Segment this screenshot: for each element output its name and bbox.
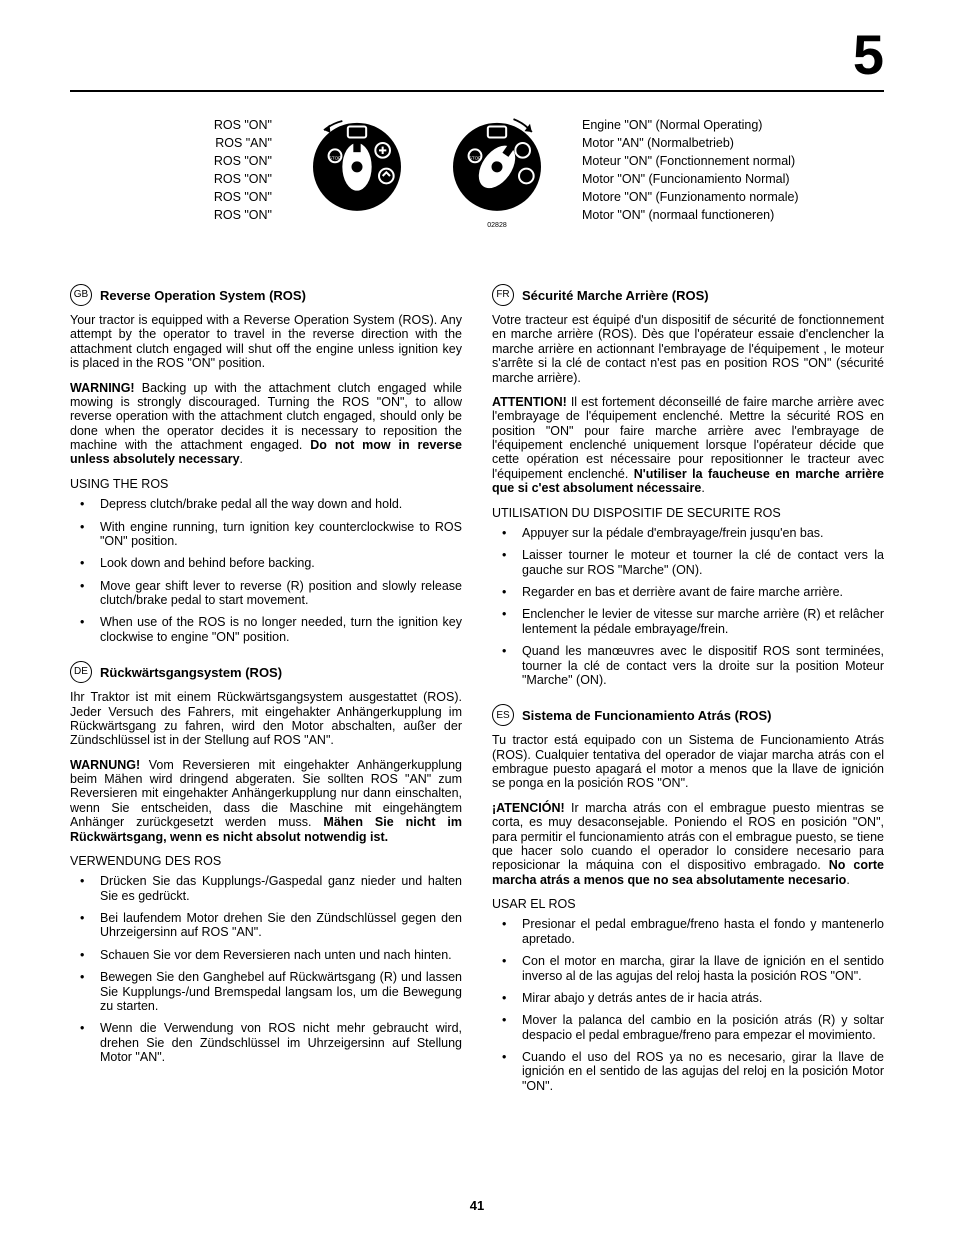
warning-label: WARNUNG! bbox=[70, 758, 140, 772]
top-rule bbox=[70, 90, 884, 92]
engine-label: Motor "ON" (normaal functioneren) bbox=[582, 206, 842, 224]
bullet-item: Wenn die Verwendung von ROS nicht mehr g… bbox=[70, 1021, 462, 1064]
ros-label: ROS "ON" bbox=[112, 170, 272, 188]
bullet-item: Regarder en bas et derrière avant de fai… bbox=[492, 585, 884, 599]
chapter-number: 5 bbox=[853, 22, 884, 87]
bullet-item: When use of the ROS is no longer needed,… bbox=[70, 615, 462, 644]
warning-label: ¡ATENCIÓN! bbox=[492, 801, 565, 815]
lang-badge-de: DE bbox=[70, 661, 92, 683]
subheading: USING THE ROS bbox=[70, 477, 462, 491]
bullet-list: Drücken Sie das Kupplungs-/Gaspedal ganz… bbox=[70, 874, 462, 1064]
section-fr: FR Sécurité Marche Arrière (ROS) Votre t… bbox=[492, 285, 884, 687]
left-column: GB Reverse Operation System (ROS) Your t… bbox=[70, 285, 462, 1111]
bullet-item: Bewegen Sie den Ganghebel auf Rückwärtsg… bbox=[70, 970, 462, 1013]
lang-badge-gb: GB bbox=[70, 284, 92, 306]
bullet-item: Move gear shift lever to reverse (R) pos… bbox=[70, 579, 462, 608]
bullet-item: Laisser tourner le moteur et tourner la … bbox=[492, 548, 884, 577]
bullet-item: Bei laufendem Motor drehen Sie den Zünds… bbox=[70, 911, 462, 940]
warning-paragraph: ATTENTION! Il est fortement déconseillé … bbox=[492, 395, 884, 496]
bullet-item: With engine running, turn ignition key c… bbox=[70, 520, 462, 549]
paragraph: Tu tractor está equipado con un Sistema … bbox=[492, 733, 884, 791]
engine-label: Motor "ON" (Funcionamiento Normal) bbox=[582, 170, 842, 188]
bullet-item: Drücken Sie das Kupplungs-/Gaspedal ganz… bbox=[70, 874, 462, 903]
lang-badge-es: ES bbox=[492, 704, 514, 726]
ros-label: ROS "ON" bbox=[112, 152, 272, 170]
bullet-list: Appuyer sur la pédale d'embrayage/frein … bbox=[492, 526, 884, 687]
ros-on-labels: ROS "ON" ROS "AN" ROS "ON" ROS "ON" ROS … bbox=[112, 116, 272, 224]
engine-label: Motor "AN" (Normalbetrieb) bbox=[582, 134, 842, 152]
ros-label: ROS "ON" bbox=[112, 206, 272, 224]
warning-paragraph: WARNUNG! Vom Reversieren mit eingehakter… bbox=[70, 758, 462, 844]
bullet-list: Presionar el pedal embrague/freno hasta … bbox=[492, 917, 884, 1093]
bullet-item: Schauen Sie vor dem Reversieren nach unt… bbox=[70, 948, 462, 962]
ignition-engine-figure: STOP 02828 bbox=[442, 110, 552, 229]
paragraph: Your tractor is equipped with a Reverse … bbox=[70, 313, 462, 371]
warning-end: . bbox=[846, 873, 849, 887]
warning-paragraph: WARNING! Backing up with the attachment … bbox=[70, 381, 462, 467]
figure-number: 02828 bbox=[487, 222, 506, 229]
engine-label: Motore "ON" (Funzionamento normale) bbox=[582, 188, 842, 206]
bullet-item: Presionar el pedal embrague/freno hasta … bbox=[492, 917, 884, 946]
subheading: UTILISATION DU DISPOSITIF DE SECURITE RO… bbox=[492, 506, 884, 520]
warning-label: WARNING! bbox=[70, 381, 135, 395]
engine-on-labels: Engine "ON" (Normal Operating) Motor "AN… bbox=[582, 116, 842, 224]
bullet-item: Appuyer sur la pédale d'embrayage/frein … bbox=[492, 526, 884, 540]
section-title: Reverse Operation System (ROS) bbox=[100, 289, 306, 304]
right-column: FR Sécurité Marche Arrière (ROS) Votre t… bbox=[492, 285, 884, 1111]
page-number: 41 bbox=[0, 1198, 954, 1213]
paragraph: Votre tracteur est équipé d'un dispositi… bbox=[492, 313, 884, 385]
subheading: USAR EL ROS bbox=[492, 897, 884, 911]
ros-label: ROS "AN" bbox=[112, 134, 272, 152]
bullet-item: Enclencher le levier de vitesse sur marc… bbox=[492, 607, 884, 636]
engine-label: Moteur "ON" (Fonctionnement normal) bbox=[582, 152, 842, 170]
section-title: Sécurité Marche Arrière (ROS) bbox=[522, 289, 709, 304]
warning-paragraph: ¡ATENCIÓN! Ir marcha atrás con el embrag… bbox=[492, 801, 884, 887]
section-title: Sistema de Funcionamiento Atrás (ROS) bbox=[522, 709, 771, 724]
section-de: DE Rückwärtsgangsystem (ROS) Ihr Traktor… bbox=[70, 662, 462, 1064]
ros-label: ROS "ON" bbox=[112, 116, 272, 134]
svg-text:STOP: STOP bbox=[469, 156, 481, 161]
ignition-ros-figure: STOP bbox=[302, 110, 412, 222]
ros-label: ROS "ON" bbox=[112, 188, 272, 206]
text-columns: GB Reverse Operation System (ROS) Your t… bbox=[70, 285, 884, 1111]
bullet-item: Depress clutch/brake pedal all the way d… bbox=[70, 497, 462, 511]
paragraph: Ihr Traktor ist mit einem Rückwärtsgangs… bbox=[70, 690, 462, 748]
engine-label: Engine "ON" (Normal Operating) bbox=[582, 116, 842, 134]
bullet-item: Look down and behind before backing. bbox=[70, 556, 462, 570]
ignition-figures-area: ROS "ON" ROS "AN" ROS "ON" ROS "ON" ROS … bbox=[70, 110, 884, 229]
bullet-item: Quand les manœuvres avec le dispositif R… bbox=[492, 644, 884, 687]
bullet-item: Con el motor en marcha, girar la llave d… bbox=[492, 954, 884, 983]
bullet-item: Mirar abajo y detrás antes de ir hacia a… bbox=[492, 991, 884, 1005]
warning-end: . bbox=[701, 481, 704, 495]
section-gb: GB Reverse Operation System (ROS) Your t… bbox=[70, 285, 462, 644]
bullet-list: Depress clutch/brake pedal all the way d… bbox=[70, 497, 462, 644]
section-title: Rückwärtsgangsystem (ROS) bbox=[100, 666, 282, 681]
subheading: VERWENDUNG DES ROS bbox=[70, 854, 462, 868]
bullet-item: Cuando el uso del ROS ya no es necesario… bbox=[492, 1050, 884, 1093]
svg-text:STOP: STOP bbox=[329, 156, 341, 161]
warning-label: ATTENTION! bbox=[492, 395, 567, 409]
lang-badge-fr: FR bbox=[492, 284, 514, 306]
bullet-item: Mover la palanca del cambio en la posici… bbox=[492, 1013, 884, 1042]
section-es: ES Sistema de Funcionamiento Atrás (ROS)… bbox=[492, 705, 884, 1093]
warning-end: . bbox=[240, 452, 243, 466]
